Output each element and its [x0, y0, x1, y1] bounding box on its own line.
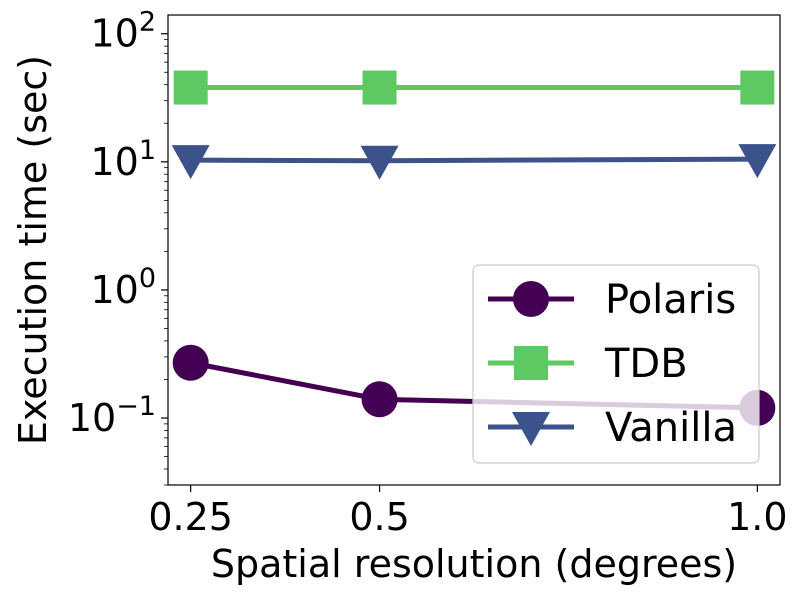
data-point	[173, 70, 208, 105]
legend-label: Vanilla	[605, 405, 737, 451]
series-vanilla	[171, 144, 777, 180]
legend-marker	[512, 412, 550, 446]
legend: Polaris TDB Vanilla	[472, 264, 760, 464]
legend-label: TDB	[604, 341, 688, 387]
x-axis-label: Spatial resolution (degrees)	[211, 542, 737, 586]
y-tick-label: 101	[90, 135, 156, 184]
ticks: 0.25 0.5 1.0 10−1 100 101 102	[68, 7, 788, 539]
data-point	[740, 70, 775, 105]
data-point	[171, 145, 210, 180]
axes-frame	[167, 14, 781, 486]
x-tick-label: 0.5	[349, 495, 409, 539]
x-tick-label: 0.25	[148, 495, 233, 539]
series-tdb	[173, 70, 775, 105]
y-axis-label: Execution time (sec)	[11, 55, 55, 445]
legend-entry: TDB	[488, 341, 688, 387]
data-point	[360, 145, 399, 180]
data-point	[172, 344, 209, 381]
data-point	[738, 144, 777, 179]
legend-entry: Vanilla	[488, 405, 737, 451]
data-point	[362, 70, 397, 105]
legend-marker	[514, 346, 548, 380]
y-tick-label: 10−1	[68, 391, 156, 440]
legend-label: Polaris	[605, 277, 736, 323]
data-point	[361, 381, 398, 418]
x-tick-label: 1.0	[727, 495, 787, 539]
y-tick-label: 100	[90, 263, 156, 312]
series-line	[190, 156, 758, 164]
legend-entry: Polaris	[488, 277, 736, 323]
series-layer	[171, 70, 777, 426]
y-tick-label: 102	[90, 7, 156, 56]
legend-marker	[513, 281, 549, 317]
